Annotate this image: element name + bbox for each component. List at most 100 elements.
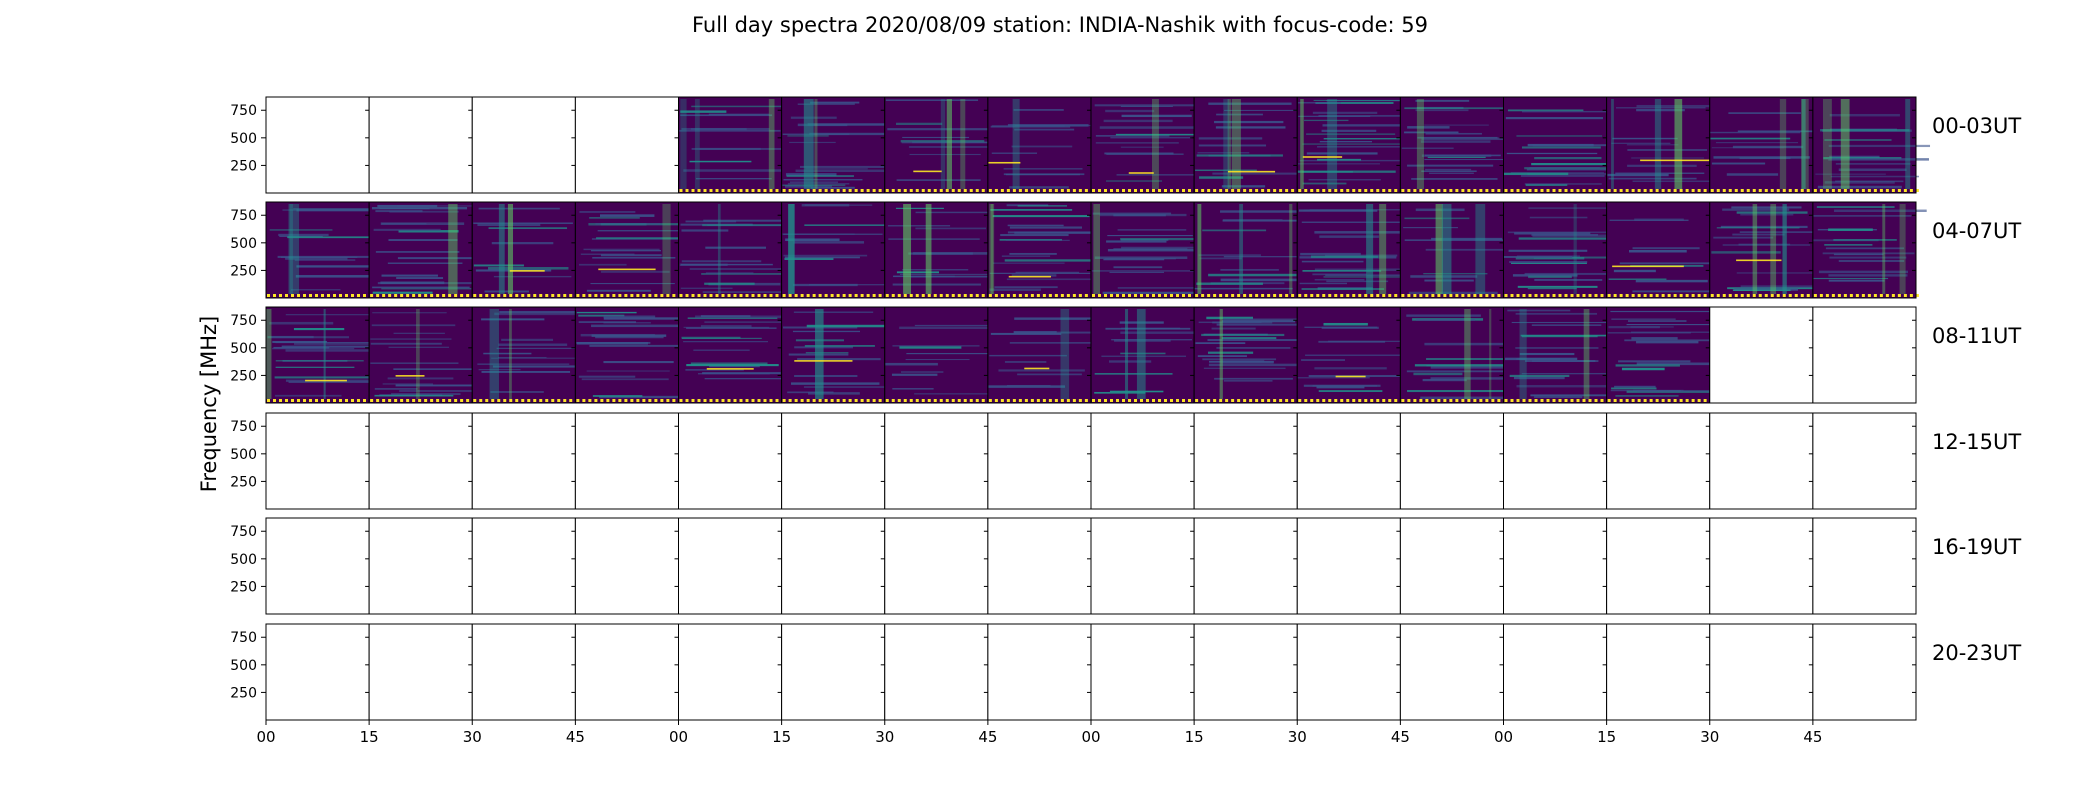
- spectral-streak: [1506, 152, 1598, 155]
- spectral-streak: [1524, 183, 1602, 185]
- baseline-dot: [1703, 399, 1707, 402]
- baseline-dot: [903, 294, 907, 297]
- baseline-dot: [1182, 189, 1185, 192]
- spectral-streak: [1824, 139, 1892, 141]
- spectral-streak: [1509, 374, 1570, 378]
- baseline-dot: [1813, 189, 1817, 192]
- baseline-dot: [509, 399, 513, 402]
- baseline-dot: [1600, 189, 1604, 192]
- baseline-dot: [351, 294, 354, 297]
- spectral-streak: [1312, 273, 1367, 276]
- baseline-dot: [1249, 399, 1253, 402]
- bright-signal: [988, 161, 1021, 164]
- spectral-streak: [700, 325, 752, 328]
- spectral-streak: [586, 289, 651, 292]
- panel-background: [1606, 518, 1710, 614]
- baseline-dot: [1098, 294, 1101, 297]
- spectral-streak: [704, 282, 755, 285]
- spectral-streak: [1504, 357, 1578, 361]
- spectral-streak: [387, 377, 454, 380]
- baseline-dot: [479, 294, 483, 297]
- spectral-burst: [1125, 309, 1129, 399]
- baseline-dot: [1637, 294, 1641, 297]
- spectral-streak: [1624, 339, 1720, 342]
- baseline-dot: [1042, 294, 1046, 297]
- baseline-dot: [624, 294, 628, 297]
- empty-panel: [1503, 623, 1608, 721]
- spectral-streak: [794, 375, 858, 377]
- baseline-dot: [630, 399, 634, 402]
- baseline-dot: [1540, 399, 1544, 402]
- empty-panel: [1812, 412, 1917, 510]
- spectral-streak: [695, 178, 772, 180]
- baseline-dot: [557, 399, 561, 402]
- spectrogram-panel: [1090, 201, 1216, 299]
- baseline-dot: [981, 189, 985, 192]
- spectral-streak: [703, 219, 799, 222]
- spectral-streak: [1406, 314, 1481, 317]
- spectral-burst: [1289, 204, 1293, 294]
- baseline-dot: [1370, 294, 1374, 297]
- baseline-dot: [1164, 189, 1167, 192]
- spectral-streak: [1297, 377, 1370, 379]
- panel-background: [369, 97, 473, 193]
- baseline-dot: [1764, 189, 1768, 192]
- spectral-streak: [1117, 287, 1210, 289]
- spectral-streak: [1431, 237, 1503, 241]
- spectral-streak: [1110, 136, 1193, 139]
- baseline-dot: [854, 399, 858, 402]
- baseline-dot: [527, 399, 531, 402]
- spectrogram-panel: [678, 201, 799, 299]
- baseline-dot: [1413, 294, 1417, 297]
- spectral-burst: [1136, 309, 1146, 399]
- baseline-dot: [503, 399, 507, 402]
- baseline-dot: [1655, 399, 1659, 402]
- baseline-dot: [1588, 294, 1592, 297]
- spectral-streak: [1430, 377, 1532, 380]
- spectral-streak: [1208, 273, 1297, 277]
- spectral-streak: [1716, 227, 1800, 229]
- spectral-streak: [1222, 219, 1324, 222]
- spectral-burst: [1611, 99, 1614, 189]
- baseline-dot: [1388, 399, 1392, 402]
- spectral-streak: [989, 272, 1091, 275]
- baseline-dot: [1328, 294, 1332, 297]
- panel-background: [1606, 413, 1710, 509]
- baseline-dot: [636, 294, 640, 297]
- baseline-dot: [1201, 294, 1205, 297]
- baseline-dot: [1176, 399, 1179, 402]
- baseline-dot: [751, 189, 755, 192]
- baseline-dot: [1316, 399, 1320, 402]
- baseline-dot: [1195, 189, 1199, 192]
- spectral-streak: [290, 289, 341, 291]
- baseline-dot: [1873, 294, 1877, 297]
- baseline-dot: [1576, 399, 1580, 402]
- baseline-dot: [981, 399, 985, 402]
- baseline-dot: [1340, 294, 1344, 297]
- spectral-streak: [273, 346, 330, 349]
- empty-panel: [265, 623, 370, 721]
- panel-background: [1297, 624, 1401, 720]
- spectral-streak: [783, 254, 868, 257]
- empty-panel: [1503, 412, 1608, 510]
- spectral-streak: [1521, 373, 1613, 375]
- baseline-dot: [836, 399, 840, 402]
- baseline-dot: [660, 294, 664, 297]
- spectral-streak: [806, 324, 896, 328]
- spectral-streak: [1104, 152, 1174, 155]
- panel-background: [678, 307, 782, 403]
- row-label: 12-15UT: [1932, 430, 2021, 454]
- baseline-dot: [1491, 294, 1495, 297]
- spectral-streak: [1813, 215, 1912, 217]
- baseline-dot: [1431, 399, 1435, 402]
- x-tick-label: 00: [256, 728, 275, 746]
- baseline-dot: [1758, 294, 1762, 297]
- baseline-dot: [1897, 294, 1901, 297]
- spectral-burst: [1366, 204, 1374, 294]
- baseline-dot: [1084, 399, 1088, 402]
- baseline-dot: [921, 399, 925, 402]
- baseline-dot: [1800, 294, 1804, 297]
- spectral-streak: [374, 388, 418, 390]
- spectral-streak: [1302, 269, 1382, 272]
- spectral-streak: [1611, 387, 1657, 390]
